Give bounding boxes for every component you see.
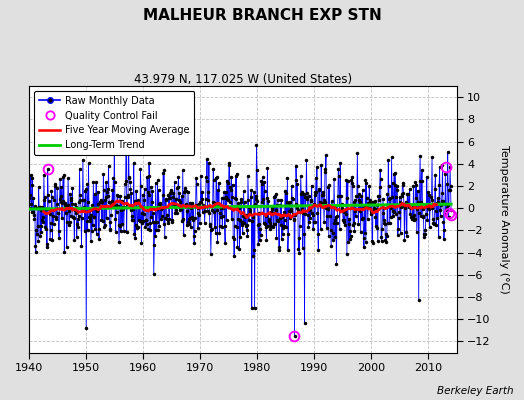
Text: Berkeley Earth: Berkeley Earth <box>437 386 514 396</box>
Title: 43.979 N, 117.025 W (United States): 43.979 N, 117.025 W (United States) <box>134 73 352 86</box>
Y-axis label: Temperature Anomaly (°C): Temperature Anomaly (°C) <box>499 145 509 294</box>
Legend: Raw Monthly Data, Quality Control Fail, Five Year Moving Average, Long-Term Tren: Raw Monthly Data, Quality Control Fail, … <box>34 91 194 155</box>
Text: MALHEUR BRANCH EXP STN: MALHEUR BRANCH EXP STN <box>143 8 381 23</box>
